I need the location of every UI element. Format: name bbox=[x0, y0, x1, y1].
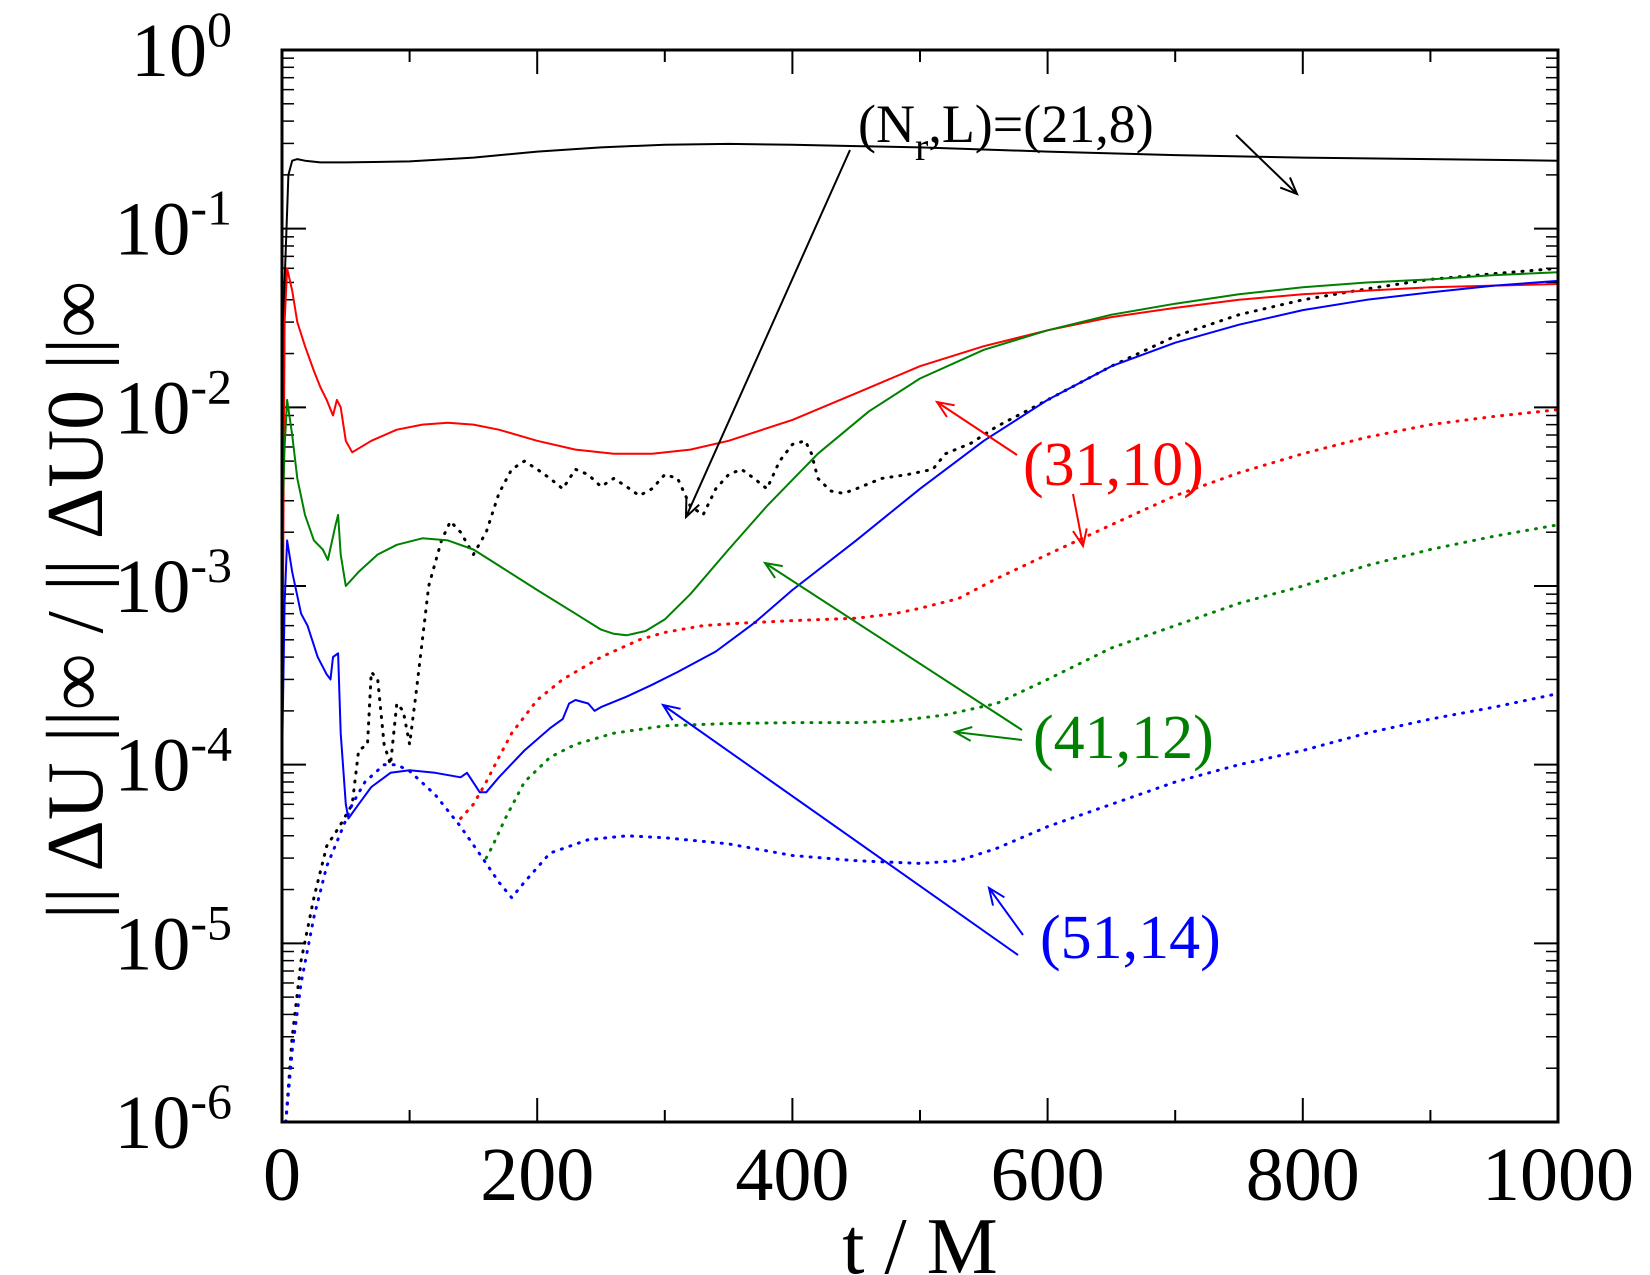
arrow-41-12-to-dotted bbox=[954, 731, 1023, 741]
annotation-51-14: (51,14) bbox=[1040, 904, 1221, 972]
arrow-51-14-to-solid bbox=[662, 704, 1019, 956]
arrow-41-12-to-solid-head bbox=[762, 561, 783, 579]
x-tick-label: 1000 bbox=[1482, 1133, 1634, 1217]
arrow-21-8-to-solid-head bbox=[1279, 177, 1299, 196]
series-black-solid bbox=[281, 142, 1559, 681]
annotations: (Nr,L)=(21,8) (31,10) (41,12) (51,14) bbox=[858, 94, 1221, 972]
arrow-51-14-to-dotted bbox=[988, 887, 1024, 936]
x-axis-title: t / M bbox=[842, 1203, 998, 1275]
x-tick-label: 400 bbox=[735, 1133, 849, 1217]
arrow-51-14-to-dotted-head bbox=[987, 885, 1005, 906]
series-green-solid bbox=[281, 271, 1559, 637]
y-tick-label: 100 bbox=[131, 1, 232, 93]
plot-frame bbox=[280, 48, 1560, 1124]
annotation-41-12: (41,12) bbox=[1033, 704, 1214, 772]
series-blue-solid bbox=[281, 279, 1559, 820]
y-axis-title: || ΔU ||∞ / || ΔU0 ||∞ bbox=[32, 281, 120, 919]
x-tick-label: 200 bbox=[480, 1133, 594, 1217]
series-black-dotted bbox=[284, 266, 1560, 1124]
series-red-solid bbox=[281, 267, 1559, 766]
arrow-31-10-to-solid-head bbox=[934, 400, 955, 418]
x-tick-label: 800 bbox=[1246, 1133, 1360, 1217]
series-red-dotted bbox=[459, 408, 1560, 820]
x-tick-label: 600 bbox=[991, 1133, 1105, 1217]
y-tick-label: 10-3 bbox=[114, 537, 232, 629]
annotation-21-8: (Nr,L)=(21,8) bbox=[858, 94, 1154, 169]
annotation-21-8-post: ,L)=(21,8) bbox=[928, 94, 1153, 154]
arrow-31-10-to-dotted bbox=[1072, 493, 1084, 547]
series-green-dotted bbox=[484, 523, 1560, 860]
ticks bbox=[281, 49, 1559, 1123]
x-tick-label: 0 bbox=[263, 1133, 301, 1217]
y-tick-label: 10-5 bbox=[114, 894, 232, 986]
tick-labels: 0 200 400 600 800 1000 100 10-1 10-2 10-3 10-4 10-5… bbox=[114, 1, 1634, 1217]
annotation-21-8-pre: (N bbox=[858, 94, 915, 154]
y-tick-label: 10-6 bbox=[114, 1073, 232, 1165]
arrow-31-10-to-dotted-head bbox=[1072, 528, 1088, 549]
arrow-51-14-to-solid-head bbox=[660, 703, 681, 721]
arrow-21-8-to-solid bbox=[1235, 134, 1298, 195]
y-tick-label: 10-2 bbox=[114, 358, 232, 450]
y-tick-label: 10-1 bbox=[114, 180, 232, 272]
annotation-21-8-sub: r bbox=[915, 124, 928, 169]
series-blue-dotted bbox=[284, 692, 1560, 1124]
arrow-21-8-to-dotted-head bbox=[684, 498, 700, 520]
arrow-41-12-to-solid bbox=[764, 562, 1023, 731]
arrow-31-10-to-solid bbox=[936, 401, 1018, 456]
annotation-31-10: (31,10) bbox=[1023, 431, 1204, 499]
arrow-41-12-to-dotted-head bbox=[952, 726, 973, 742]
annotation-arrows bbox=[660, 134, 1299, 956]
series-layer bbox=[281, 142, 1560, 1124]
arrow-21-8-to-dotted bbox=[685, 149, 851, 518]
y-tick-label: 10-4 bbox=[114, 716, 232, 808]
